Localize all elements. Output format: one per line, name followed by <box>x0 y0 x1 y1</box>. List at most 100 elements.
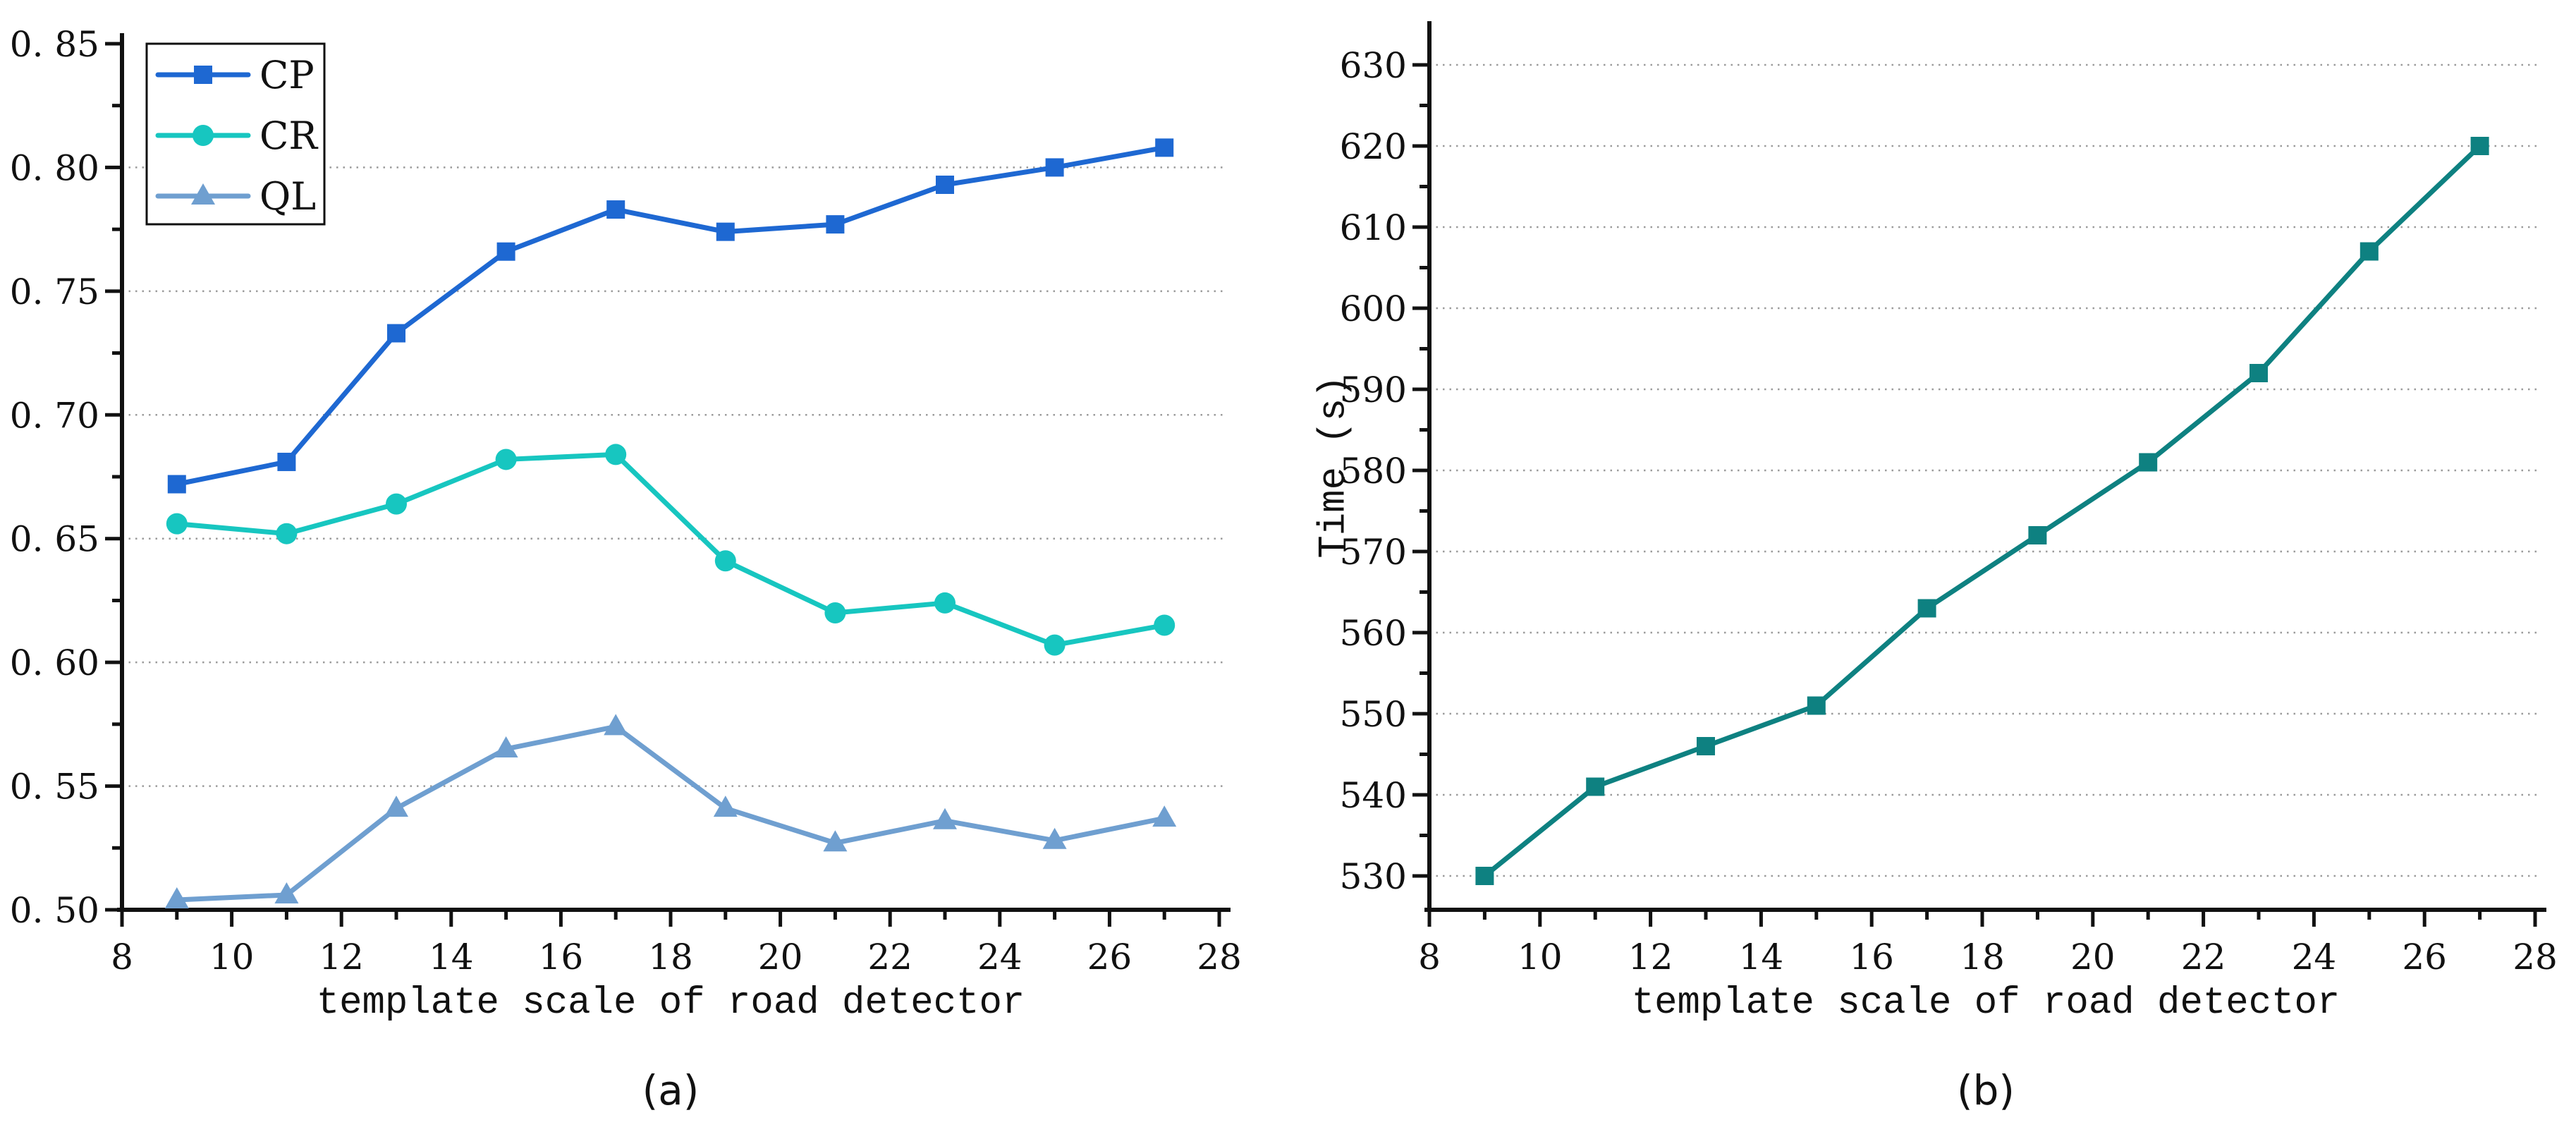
series-line-time <box>1482 143 2483 879</box>
x-axis-title-b: template scale of road detector <box>1631 982 2340 1025</box>
y-tick-label: 550 <box>1340 694 1407 735</box>
marker-cp <box>387 324 405 343</box>
x-tick-label: 8 <box>111 937 133 977</box>
x-tick-label: 14 <box>1739 937 1784 977</box>
marker-cr <box>824 602 846 623</box>
y-tick-label: 570 <box>1340 532 1407 573</box>
marker-cp <box>1045 158 1064 177</box>
legend-marker-cr <box>193 125 214 146</box>
y-tick-label: 630 <box>1340 45 1407 86</box>
x-tick-label: 10 <box>1518 937 1563 977</box>
marker-cp <box>167 475 186 494</box>
x-tick-label: 20 <box>2070 937 2116 977</box>
series-line-ql <box>174 724 1167 903</box>
marker-time <box>2470 137 2489 155</box>
y-tick-label: 540 <box>1340 775 1407 816</box>
marker-ql <box>604 714 628 736</box>
x-tick-label: 22 <box>2181 937 2226 977</box>
marker-time <box>2250 364 2268 382</box>
marker-cr <box>1154 614 1176 636</box>
x-tick-label: 12 <box>1628 937 1673 977</box>
x-tick-label: 24 <box>2292 937 2337 977</box>
marker-cr <box>605 444 627 465</box>
marker-ql <box>1042 827 1067 849</box>
marker-time <box>2139 453 2158 472</box>
x-tick-label: 8 <box>1418 937 1441 977</box>
x-tick-label: 16 <box>1849 937 1894 977</box>
marker-ql <box>823 830 848 852</box>
marker-ql <box>164 887 189 908</box>
marker-time <box>1697 737 1715 755</box>
marker-cr <box>166 513 188 535</box>
marker-cr <box>386 493 407 515</box>
marker-cp <box>606 200 625 219</box>
caption-a: (a) <box>642 1066 700 1114</box>
y-tick-label: 530 <box>1340 856 1407 897</box>
y-axis-title-b: Time (s) <box>1312 375 1356 559</box>
x-tick-label: 16 <box>539 937 584 977</box>
y-tick-label: 610 <box>1340 207 1407 248</box>
panel-a: 8 10 12 14 16 18 20 22 24 26 28 0. 50 0. 55 0. 60 0. 6… <box>10 24 1242 1114</box>
marker-cr <box>1044 634 1066 656</box>
marker-cp <box>496 242 515 261</box>
series-line-cp <box>174 145 1167 487</box>
marker-cr <box>276 523 298 544</box>
y-tick-label: 560 <box>1340 613 1407 654</box>
marker-cp <box>826 215 845 234</box>
marker-cp <box>936 175 954 194</box>
y-tick-label: 0. 70 <box>10 395 99 436</box>
marker-ql <box>274 882 299 903</box>
x-tick-label: 14 <box>429 937 474 977</box>
y-tick-label: 600 <box>1340 288 1407 329</box>
y-tick-label: 580 <box>1340 451 1407 492</box>
legend-marker-cp <box>194 66 212 84</box>
legend-label-cr: CR <box>260 114 318 158</box>
marker-cp <box>1155 138 1174 157</box>
x-axis-title-a: template scale of road detector <box>316 982 1025 1025</box>
legend-marker-ql <box>191 183 215 205</box>
marker-time <box>1807 696 1826 715</box>
y-tick-label: 620 <box>1340 126 1407 167</box>
marker-ql <box>494 736 518 757</box>
x-tick-label: 12 <box>319 937 364 977</box>
series-line-cr <box>174 451 1167 648</box>
chart-a-canvas: 8 10 12 14 16 18 20 22 24 26 28 0. 50 0. 55 0. 60 0. 6… <box>10 24 1242 977</box>
marker-ql <box>384 796 408 817</box>
x-tick-label: 26 <box>1087 937 1133 977</box>
marker-time <box>2360 242 2379 261</box>
y-tick-label: 0. 60 <box>10 642 99 683</box>
x-tick-label: 24 <box>977 937 1023 977</box>
chart-b-canvas: 8 10 12 14 16 18 20 22 24 26 28 530 540 550 560 570 580 5… <box>1340 21 2558 977</box>
marker-ql <box>1152 805 1177 827</box>
y-tick-label: 0. 85 <box>10 24 99 65</box>
marker-cp <box>716 222 735 241</box>
marker-cp <box>277 452 296 471</box>
marker-cr <box>934 592 956 614</box>
y-tick-label: 0. 75 <box>10 272 99 312</box>
marker-time <box>1475 867 1494 885</box>
marker-cr <box>714 550 736 572</box>
marker-time <box>2028 526 2047 544</box>
marker-ql <box>933 808 957 829</box>
marker-time <box>1917 599 1936 618</box>
panel-b: 8 10 12 14 16 18 20 22 24 26 28 530 540 550 560 570 580 5… <box>1288 0 2576 1139</box>
x-tick-label: 18 <box>1960 937 2005 977</box>
caption-b: (b) <box>1956 1066 2015 1114</box>
x-tick-label: 20 <box>758 937 803 977</box>
x-tick-label: 18 <box>648 937 693 977</box>
y-tick-label: 0. 50 <box>10 890 99 931</box>
y-tick-label: 0. 55 <box>10 767 99 808</box>
legend-label-ql: QL <box>260 174 316 219</box>
x-tick-label: 10 <box>209 937 255 977</box>
y-tick-label: 590 <box>1340 370 1407 410</box>
marker-cr <box>495 449 517 470</box>
marker-ql <box>713 796 738 817</box>
x-tick-label: 28 <box>2513 937 2558 977</box>
y-tick-label: 0. 80 <box>10 147 99 188</box>
legend-label-cp: CP <box>260 53 315 97</box>
x-tick-label: 26 <box>2402 937 2447 977</box>
marker-time <box>1586 777 1605 796</box>
x-tick-label: 22 <box>867 937 912 977</box>
y-tick-label: 0. 65 <box>10 519 99 560</box>
